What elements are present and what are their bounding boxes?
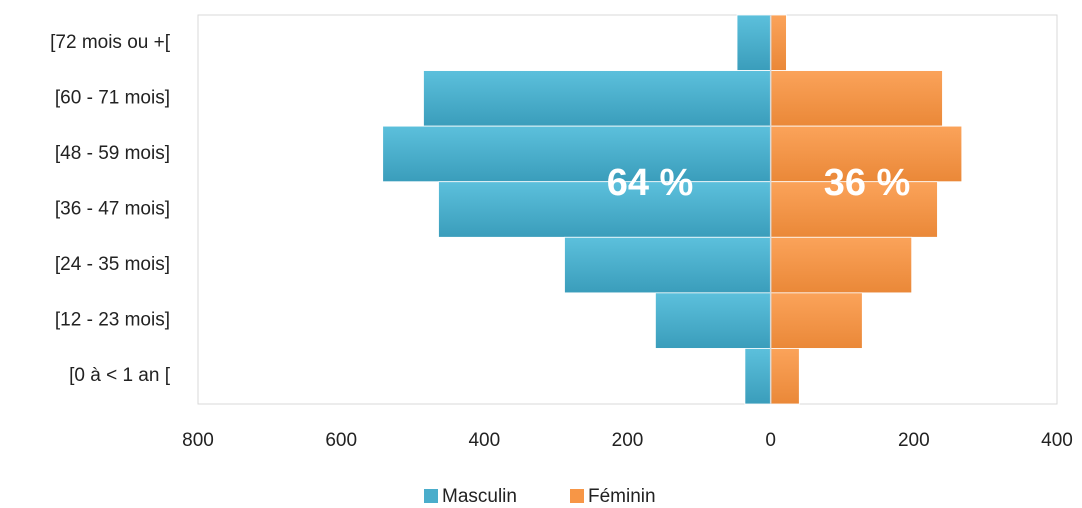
bar	[770, 181, 938, 238]
x-tick-label: 600	[325, 430, 357, 451]
bar	[736, 14, 772, 71]
legend-label: Masculin	[442, 486, 517, 507]
bar	[770, 70, 943, 127]
bar	[744, 348, 772, 405]
bar	[770, 348, 800, 405]
legend-label: Féminin	[588, 486, 656, 507]
y-tick-label: [60 - 71 mois]	[55, 87, 170, 108]
bar	[655, 292, 772, 349]
y-tick-label: [48 - 59 mois]	[55, 143, 170, 164]
x-tick-label: 800	[182, 430, 214, 451]
annotation: 36 %	[824, 162, 911, 204]
x-tick-label: 0	[765, 430, 776, 451]
bar	[770, 125, 963, 183]
y-tick-label: [0 à < 1 an [	[69, 365, 171, 386]
bar	[770, 236, 913, 294]
x-tick-label: 200	[898, 430, 930, 451]
bar	[564, 236, 772, 294]
annotation: 64 %	[607, 162, 694, 204]
x-tick-label: 400	[468, 430, 500, 451]
y-tick-label: [72 mois ou +[	[50, 32, 171, 53]
bar	[770, 14, 787, 71]
y-tick-label: [24 - 35 mois]	[55, 254, 170, 275]
legend-swatch	[424, 489, 438, 503]
bar	[438, 181, 772, 238]
bar	[770, 292, 863, 349]
bar	[423, 70, 772, 127]
bar	[382, 125, 772, 183]
y-tick-label: [12 - 23 mois]	[55, 310, 170, 331]
legend-swatch	[570, 489, 584, 503]
x-tick-label: 200	[612, 430, 644, 451]
x-tick-label: 400	[1041, 430, 1073, 451]
y-tick-label: [36 - 47 mois]	[55, 199, 170, 220]
